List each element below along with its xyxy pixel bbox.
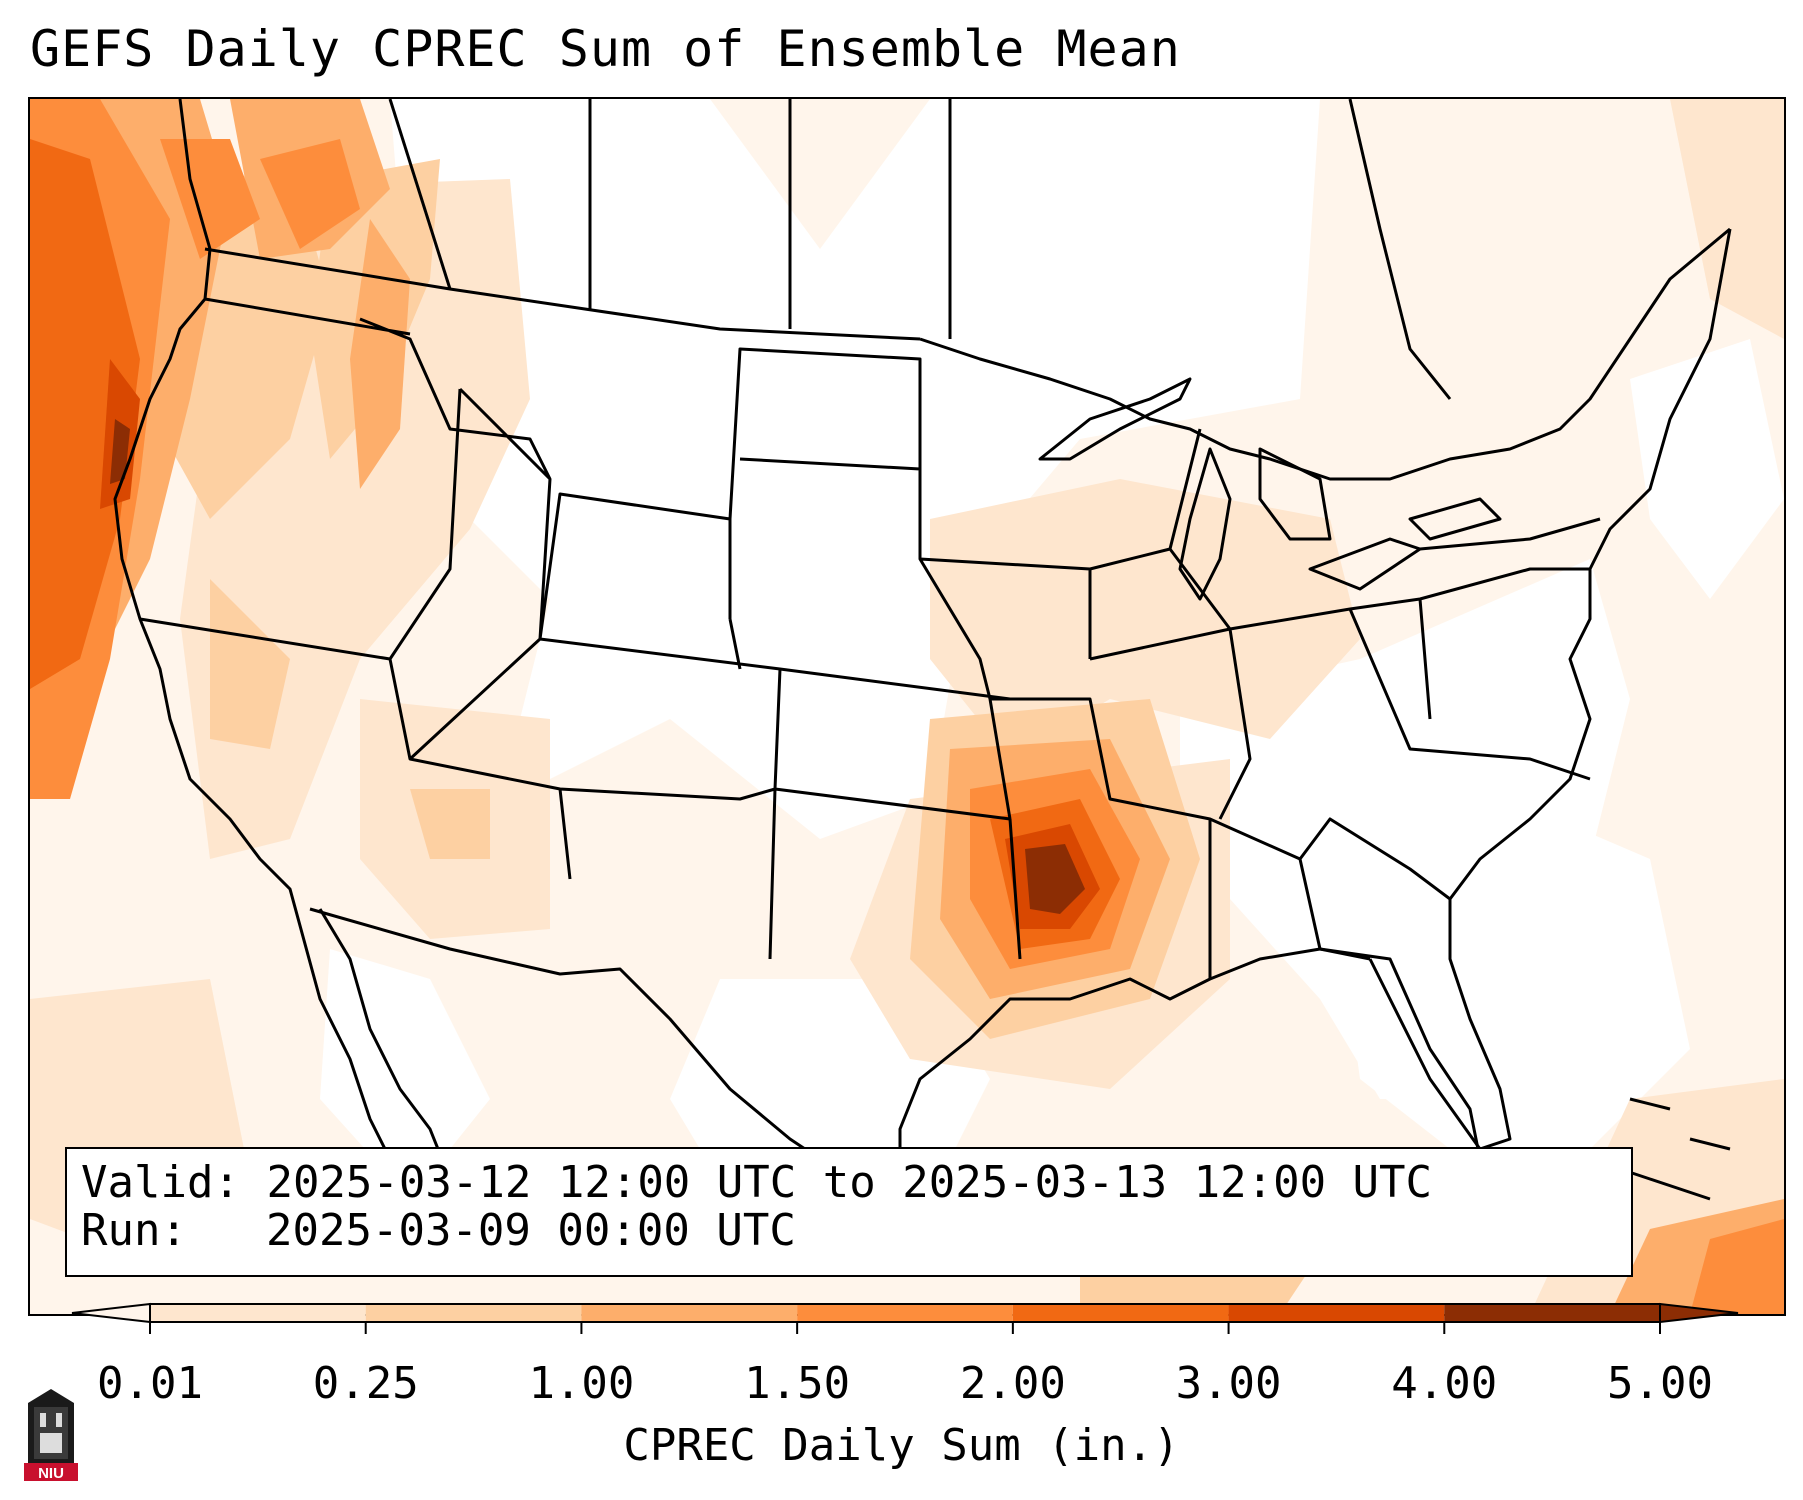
precip-darkest	[110, 419, 1085, 914]
dry-areas	[320, 99, 1784, 1199]
colorbar-extend-high	[1659, 1302, 1739, 1324]
precipitation-map	[28, 97, 1786, 1316]
colorbar-extend-low	[71, 1302, 151, 1324]
pacific-coastline	[113, 99, 432, 1240]
run-label: Run:	[81, 1205, 187, 1256]
university-building-icon: NIU	[24, 1389, 78, 1482]
political-boundaries	[113, 99, 1732, 1240]
florida-outline	[1319, 947, 1482, 1160]
valid-value: 2025-03-12 12:00 UTC to 2025-03-13 12:00…	[266, 1157, 1433, 1208]
gulf-coastline	[898, 947, 1371, 1230]
colorbar-segment	[1012, 1304, 1229, 1322]
run-line: Run: 2025-03-09 00:00 UTC	[81, 1205, 796, 1256]
lake-michigan	[1178, 447, 1232, 601]
map-title: GEFS Daily CPREC Sum of Ensemble Mean	[30, 20, 1181, 78]
colorbar-tick-label: 1.50	[744, 1358, 851, 1409]
colorbar-segment	[1228, 1304, 1445, 1322]
map-canvas	[30, 99, 1784, 1314]
baja-coastline	[318, 908, 452, 1180]
valid-label: Valid:	[81, 1157, 240, 1208]
colorbar-segment	[581, 1304, 798, 1322]
colorbar-label: CPREC Daily Sum (in.)	[623, 1420, 1180, 1471]
colorbar-border	[149, 1303, 1661, 1323]
colorbar-segment	[797, 1304, 1013, 1322]
colorbar-segment	[150, 1304, 366, 1322]
colorbar-tick-label: 4.00	[1391, 1358, 1498, 1409]
logo-text: NIU	[38, 1465, 64, 1482]
run-value: 2025-03-09 00:00 UTC	[266, 1205, 796, 1256]
colorbar-tick-label: 0.25	[312, 1358, 419, 1409]
valid-run-info-box: Valid: 2025-03-12 12:00 UTC to 2025-03-1…	[65, 1147, 1633, 1277]
colorbar-segment	[365, 1304, 582, 1322]
lake-ontario	[1408, 497, 1502, 541]
atlantic-coastline	[1368, 228, 1732, 1151]
state-lines	[139, 297, 1601, 979]
colorbar-tick-label: 5.00	[1607, 1358, 1713, 1409]
colorbar-tick-label: 3.00	[1175, 1358, 1282, 1409]
lake-huron	[1258, 447, 1332, 541]
colorbar-segment	[1444, 1304, 1660, 1322]
us-canada-border	[204, 247, 921, 341]
colorbar	[71, 1302, 1739, 1334]
colorbar-tick-label: 1.00	[528, 1358, 635, 1409]
lake-superior	[1038, 377, 1192, 461]
valid-line: Valid: 2025-03-12 12:00 UTC to 2025-03-1…	[81, 1157, 1432, 1208]
colorbar-tick-label: 0.01	[97, 1358, 203, 1409]
colorbar-tick-label: 2.00	[959, 1358, 1066, 1409]
